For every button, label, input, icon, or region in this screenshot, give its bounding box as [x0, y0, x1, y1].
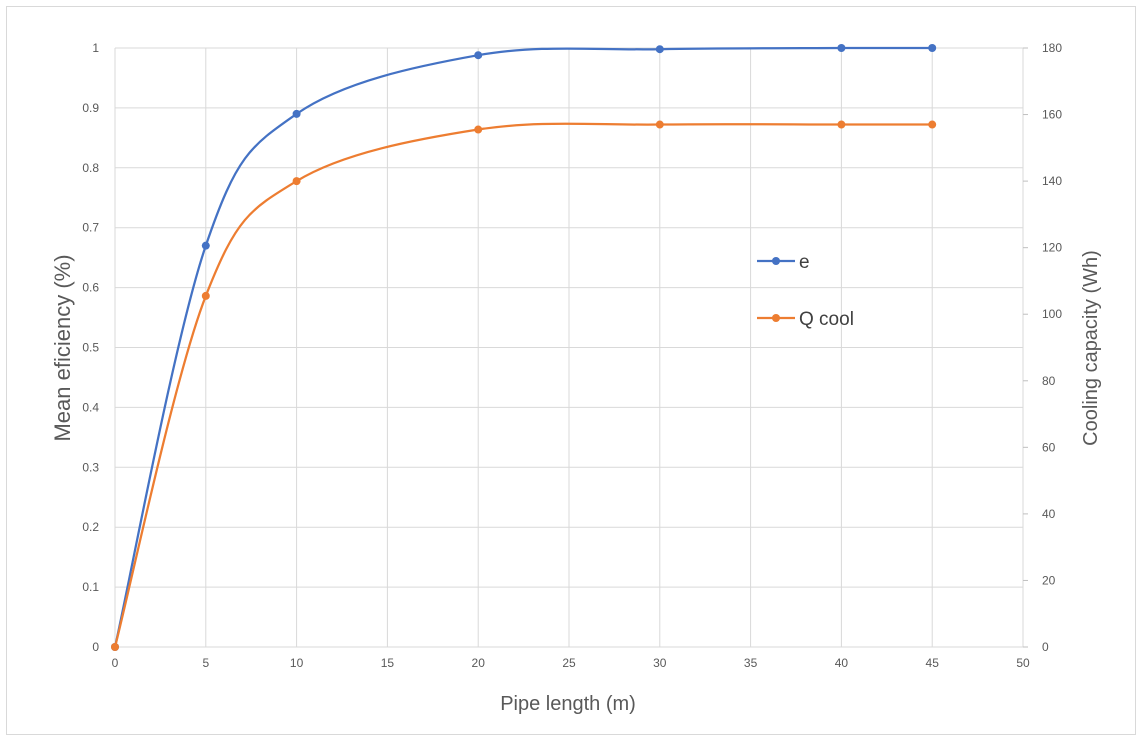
x-tick-label: 20	[472, 656, 486, 670]
data-point	[474, 51, 483, 60]
y2-tick-label: 140	[1042, 174, 1062, 188]
x-tick-label: 15	[381, 656, 395, 670]
y2-axis-title: Cooling capacity (Wh)	[1080, 250, 1102, 446]
y-tick-label: 0.8	[82, 161, 99, 175]
legend-label: e	[799, 252, 810, 273]
x-tick-label: 35	[744, 656, 758, 670]
y-tick-label: 0.3	[82, 460, 99, 474]
data-point	[111, 643, 119, 651]
data-point	[292, 177, 301, 186]
y2-tick-label: 60	[1042, 440, 1056, 454]
data-point	[837, 44, 846, 52]
chart-area	[6, 6, 1136, 735]
gridlines	[114, 47, 1028, 648]
y-tick-label: 0	[92, 640, 99, 654]
legend-item: e	[757, 252, 810, 273]
y-tick-label: 0.2	[82, 520, 99, 534]
legend-label: Q cool	[799, 309, 854, 330]
data-point	[474, 125, 483, 134]
x-tick-label: 0	[112, 656, 119, 670]
y-tick-label: 0.4	[82, 400, 99, 414]
data-point	[292, 109, 301, 118]
series-group	[111, 44, 937, 651]
series-line	[113, 122, 933, 648]
series-line	[113, 46, 933, 648]
y-tick-label: 0.5	[82, 341, 99, 355]
data-point	[928, 44, 937, 52]
y2-tick-label: 120	[1042, 241, 1062, 255]
x-tick-label: 50	[1016, 656, 1030, 670]
x-tick-label: 5	[202, 656, 209, 670]
y-tick-label: 0.1	[82, 580, 99, 594]
legend-marker	[772, 257, 780, 265]
x-tick-label: 25	[562, 656, 576, 670]
y-tick-label: 1	[92, 41, 99, 55]
x-tick-label: 45	[926, 656, 940, 670]
data-point	[201, 291, 210, 300]
legend-item: Q cool	[757, 309, 854, 330]
y2-tick-label: 180	[1042, 41, 1062, 55]
y2-tick-label: 40	[1042, 507, 1056, 521]
x-tick-label: 40	[835, 656, 849, 670]
legend: e Q cool	[757, 252, 854, 330]
series-q-cool	[111, 120, 937, 651]
x-tick-label: 30	[653, 656, 667, 670]
data-point	[928, 120, 937, 129]
legend-marker	[772, 314, 780, 322]
y-tick-label: 0.9	[82, 101, 99, 115]
data-point	[201, 241, 210, 250]
x-tick-label: 10	[290, 656, 304, 670]
y2-tick-label: 160	[1042, 108, 1062, 122]
y2-tick-label: 0	[1042, 640, 1049, 654]
y-axis-title: Mean eficiency (%)	[50, 254, 75, 441]
y2-tick-label: 20	[1042, 573, 1056, 587]
y-axis-ticks: 0 0.1 0.2 0.3 0.4 0.5 0.6 0.7 0.8 0.9 1	[82, 41, 99, 654]
data-point	[655, 120, 664, 129]
x-axis-ticks: 0 5 10 15 20 25 30 35 40 45 50	[112, 656, 1030, 670]
data-point	[655, 45, 664, 54]
y2-tick-label: 80	[1042, 374, 1056, 388]
y2-axis-ticks: 0 20 40 60 80 100 120 140 160 180	[1042, 41, 1062, 654]
y-tick-label: 0.7	[82, 221, 99, 235]
x-axis-title: Pipe length (m)	[500, 693, 636, 715]
y-tick-label: 0.6	[82, 281, 99, 295]
data-point	[837, 120, 846, 129]
y2-tick-label: 100	[1042, 307, 1062, 321]
